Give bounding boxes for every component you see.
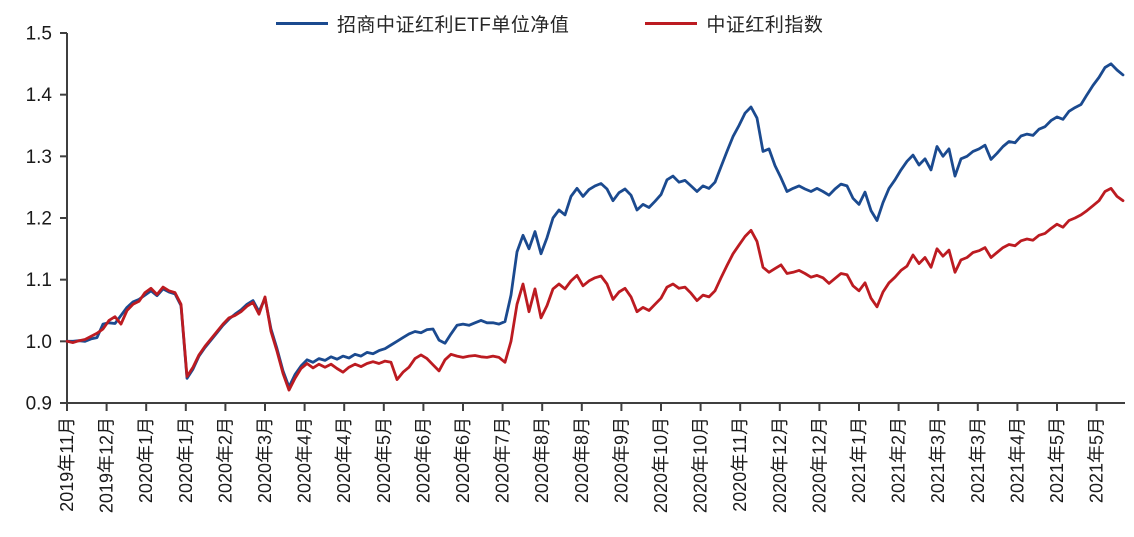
x-tick-label: 2021年2月 — [889, 417, 909, 503]
x-tick-label: 2020年7月 — [493, 417, 513, 503]
x-tick-label: 2021年4月 — [1007, 417, 1027, 503]
x-tick-label: 2020年12月 — [809, 417, 829, 513]
x-tick-label: 2020年1月 — [176, 417, 196, 503]
y-tick-label: 1.0 — [26, 332, 52, 353]
x-tick-label: 2021年3月 — [968, 417, 988, 503]
x-tick-label: 2021年1月 — [849, 417, 869, 503]
series-line-dividend-index — [65, 186, 1125, 392]
x-tick-label: 2020年5月 — [374, 417, 394, 503]
x-tick-label: 2019年11月 — [57, 417, 77, 512]
y-tick-label: 1.3 — [26, 147, 52, 168]
legend-item-dividend-index: 中证红利指数 — [645, 10, 823, 37]
x-tick-label: 2020年1月 — [136, 417, 156, 503]
x-tick-label: 2020年2月 — [215, 417, 235, 503]
y-tick-label: 1.1 — [26, 270, 52, 291]
x-tick-label: 2020年4月 — [334, 417, 354, 503]
y-tick-label: 1.2 — [26, 209, 52, 230]
x-tick-label: 2020年6月 — [453, 417, 473, 503]
chart-legend: 招商中证红利ETF单位净值 中证红利指数 — [276, 10, 823, 37]
x-tick-label: 2020年4月 — [295, 417, 315, 503]
x-tick-label: 2020年9月 — [611, 417, 631, 503]
x-tick-label: 2019年12月 — [97, 417, 117, 513]
x-tick-label: 2020年8月 — [572, 417, 592, 503]
legend-label-dividend-index: 中证红利指数 — [706, 15, 824, 36]
x-tick-label: 2020年10月 — [691, 417, 711, 513]
x-tick-label: 2020年8月 — [532, 417, 552, 503]
x-tick-label: 2020年3月 — [255, 417, 275, 503]
y-tick-label: 1.5 — [26, 24, 52, 45]
etf-line-swatch-icon — [276, 22, 328, 25]
x-tick-label: 2020年11月 — [730, 417, 750, 512]
x-tick-label: 2021年5月 — [1087, 417, 1107, 503]
x-tick-label: 2020年6月 — [413, 417, 433, 503]
legend-label-etf-nav: 招商中证红利ETF单位净值 — [337, 15, 570, 36]
index-line-swatch-icon — [645, 22, 698, 25]
x-tick-label: 2020年12月 — [770, 417, 790, 513]
y-tick-label: 1.4 — [26, 85, 53, 106]
legend-item-etf-nav: 招商中证红利ETF单位净值 — [276, 10, 569, 37]
series-line-etf-nav — [65, 62, 1125, 389]
x-tick-label: 2021年3月 — [928, 417, 948, 503]
y-tick-label: 0.9 — [26, 394, 52, 415]
x-tick-label: 2020年10月 — [651, 417, 671, 513]
x-tick-label: 2021年5月 — [1047, 417, 1067, 503]
